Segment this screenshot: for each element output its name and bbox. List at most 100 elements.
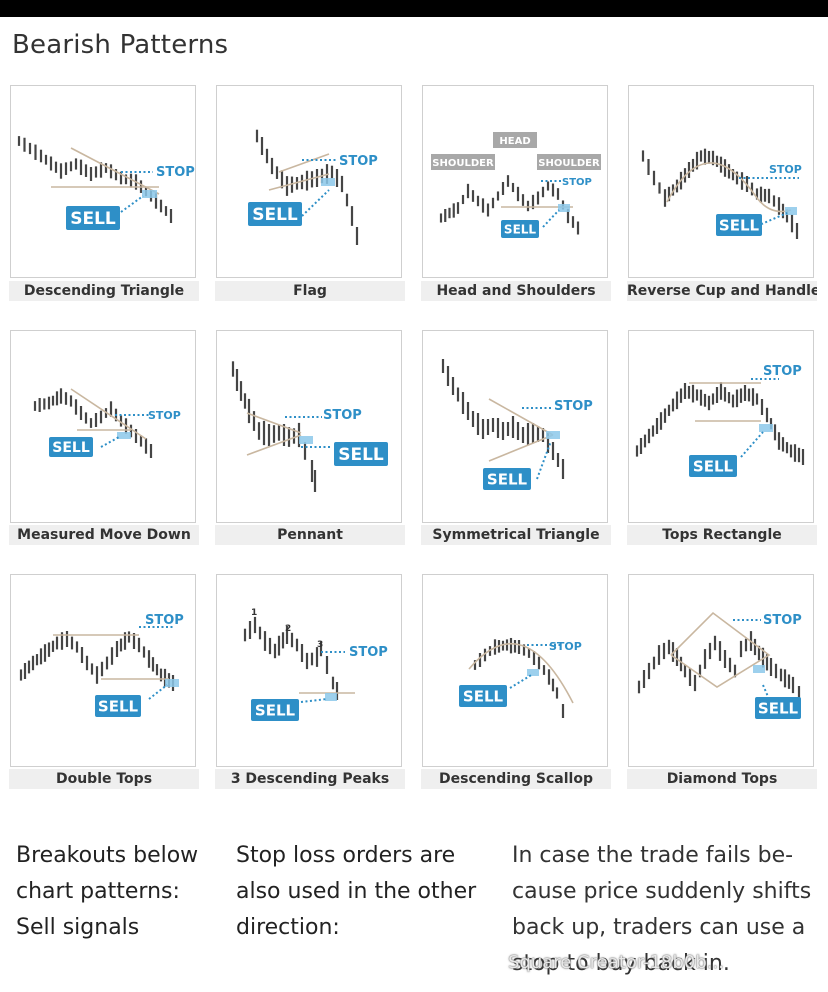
watermark-text: Square Creator-18b0b...: [508, 952, 724, 973]
card-diamond-tops: STOP SELL: [628, 574, 814, 767]
sell-badge-bg: [501, 220, 539, 238]
page-title: Bearish Patterns: [12, 30, 229, 60]
peak-number: 3: [317, 640, 323, 650]
sell-label: SELL: [255, 701, 296, 719]
sell-label: SELL: [52, 440, 90, 456]
connector-dotted-line: [542, 209, 560, 228]
peak-number: 2: [285, 624, 291, 634]
footer-line: Breakouts below: [16, 843, 199, 868]
sell-badge: SELL: [501, 220, 539, 238]
symmetrical-triangle-chart: STOP SELL: [441, 359, 593, 490]
breakout-zone: [558, 204, 570, 212]
sell-badge-bg: [248, 202, 302, 226]
stop-label: STOP: [554, 399, 593, 414]
label-tops-rectangle: Tops Rectangle: [627, 525, 817, 545]
footer-line: Sell signals: [16, 915, 140, 940]
card-descending-scallop: STOP SELL: [422, 574, 608, 767]
breakout-zone: [325, 693, 337, 701]
label-pennant: Pennant: [215, 525, 405, 545]
trend-line: [268, 173, 330, 191]
reverse-cup-and-handle-chart: STOP SELL: [641, 148, 802, 239]
trend-line: [278, 153, 330, 173]
footer-breakouts-text: Breakouts below chart patterns: Sell sig…: [16, 838, 221, 946]
pattern-tag-bg: [493, 132, 537, 148]
pattern-tag: HEAD: [493, 132, 537, 148]
sell-badge-bg: [95, 695, 141, 717]
label-symmetrical-triangle: Symmetrical Triangle: [421, 525, 611, 545]
sell-badge: SELL: [66, 206, 120, 230]
breakout-zone: [117, 432, 131, 439]
pattern-tag-bg: [537, 154, 601, 170]
pennant-chart: STOP SELL: [231, 361, 388, 492]
descending-scallop-chart: STOP SELL: [459, 637, 582, 718]
sell-badge: SELL: [248, 202, 302, 226]
connector-dotted-line: [740, 431, 764, 458]
sell-badge: SELL: [483, 468, 531, 490]
descending-triangle-chart: STOP SELL: [17, 136, 195, 230]
trend-line: [670, 611, 771, 688]
card-tops-rectangle: STOP SELL: [628, 330, 814, 523]
footer-line: cause price suddenly shifts: [512, 879, 812, 904]
card-3-descending-peaks: 1 2 3 STOP SELL: [216, 574, 402, 767]
sell-label: SELL: [758, 699, 799, 717]
connector-dotted-line: [300, 698, 328, 703]
sell-label: SELL: [693, 457, 734, 475]
flag-chart: STOP SELL: [248, 129, 378, 245]
breakout-zone: [527, 669, 539, 676]
trend-curve: [468, 642, 574, 704]
double-tops-chart: STOP SELL: [19, 613, 184, 717]
card-reverse-cup-and-handle: STOP SELL: [628, 85, 814, 278]
stop-label: STOP: [769, 163, 802, 176]
stop-label: STOP: [349, 645, 388, 660]
breakout-zone: [546, 431, 560, 439]
stop-label: STOP: [339, 154, 378, 169]
sell-badge-bg: [459, 685, 507, 707]
pattern-tag-bg: [431, 154, 495, 170]
pattern-tag: SHOULDER: [537, 154, 601, 170]
card-pennant: STOP SELL: [216, 330, 402, 523]
sell-badge-bg: [483, 468, 531, 490]
sell-label: SELL: [98, 697, 139, 715]
footer-line: chart patterns:: [16, 879, 180, 904]
sell-badge-bg: [66, 206, 120, 230]
diamond-tops-chart: STOP SELL: [637, 611, 802, 719]
trend-line: [246, 412, 302, 434]
breakout-zone: [785, 207, 797, 215]
sell-badge-bg: [334, 442, 388, 466]
footer-stop-loss-text: Stop loss orders are also used in the ot…: [236, 838, 486, 946]
connector-dotted-line: [509, 673, 534, 689]
label-flag: Flag: [215, 281, 405, 301]
sell-label: SELL: [70, 209, 116, 229]
sell-badge: SELL: [251, 699, 299, 721]
head-and-shoulders-chart: SHOULDER HEAD SHOULDER STOP SELL: [431, 132, 601, 238]
footer-line: Stop loss orders are: [236, 843, 456, 868]
stop-label: STOP: [145, 613, 184, 628]
sell-badge: SELL: [459, 685, 507, 707]
peak-number: 1: [251, 608, 257, 618]
stop-label: STOP: [562, 177, 592, 188]
pattern-tag-text: HEAD: [499, 136, 530, 147]
label-measured-move-down: Measured Move Down: [9, 525, 199, 545]
breakout-zone: [142, 190, 157, 198]
pattern-tag-text: SHOULDER: [432, 158, 494, 169]
card-symmetrical-triangle: STOP SELL: [422, 330, 608, 523]
trend-curve: [666, 162, 758, 203]
footer-line: also used in the other: [236, 879, 477, 904]
trend-line: [246, 434, 302, 456]
stop-label: STOP: [323, 408, 362, 423]
stop-label: STOP: [156, 165, 195, 180]
sell-label: SELL: [338, 445, 384, 465]
sell-label: SELL: [719, 216, 760, 234]
pattern-tag-text: SHOULDER: [538, 158, 600, 169]
stop-label: STOP: [549, 640, 582, 653]
stop-label: STOP: [763, 613, 802, 628]
sell-badge-bg: [689, 455, 737, 477]
footer-line: In case the trade fails be-: [512, 843, 794, 868]
card-measured-move-down: STOP SELL: [10, 330, 196, 523]
sell-label: SELL: [463, 687, 504, 705]
pattern-tag: SHOULDER: [431, 154, 495, 170]
breakout-zone: [321, 178, 335, 186]
sell-badge-bg: [49, 437, 93, 457]
connector-dotted-line: [762, 684, 770, 700]
card-double-tops: STOP SELL: [10, 574, 196, 767]
